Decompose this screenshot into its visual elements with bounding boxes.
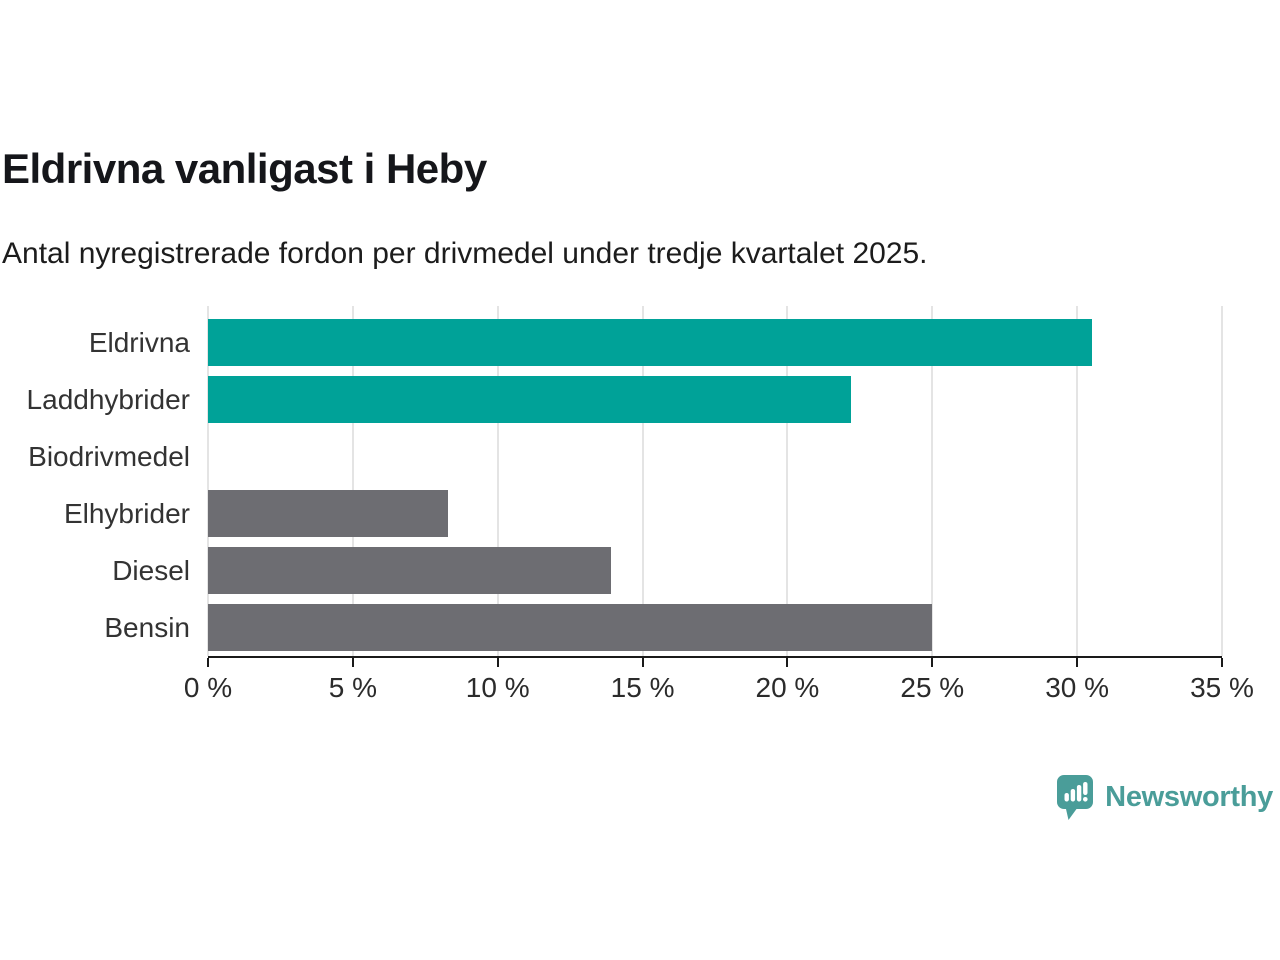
bar-track [208, 547, 1222, 594]
gridline [786, 306, 789, 656]
gridline [1076, 306, 1079, 656]
bar [208, 376, 852, 423]
category-label: Elhybrider [63, 497, 190, 529]
category-row: Diesel [0, 542, 1222, 599]
x-tick-label: 20 % [755, 672, 820, 703]
bar-track [208, 376, 1222, 423]
gridline [641, 306, 644, 656]
category-row: Biodrivmedel [0, 428, 1222, 485]
x-tick-mark [641, 658, 644, 667]
bar-track [208, 319, 1222, 366]
x-tick-mark [207, 658, 209, 667]
newsworthy-logo: Newsworthy [1056, 774, 1273, 821]
bar [208, 604, 933, 651]
x-tick-mark [786, 658, 789, 667]
category-row: Eldrivna [0, 314, 1222, 371]
x-tick-label: 25 % [900, 672, 965, 703]
bar [208, 319, 1092, 366]
bar-rows: Eldrivna Laddhybrider Biodrivmedel Elhybrid… [0, 314, 1222, 656]
x-tick-label: 0 % [183, 672, 233, 703]
category-label: Eldrivna [88, 326, 190, 358]
category-label: Diesel [112, 554, 190, 586]
category-label: Biodrivmedel [28, 440, 190, 472]
x-tick-mark [1076, 658, 1079, 667]
bar [208, 547, 611, 594]
x-tick-mark [351, 658, 354, 667]
x-tick-label: 5 % [328, 672, 377, 703]
bar [208, 490, 449, 537]
gridline [1221, 306, 1223, 656]
x-tick-label: 30 % [1045, 672, 1110, 703]
chart-subtitle: Antal nyregistrerade fordon per drivmede… [2, 237, 928, 270]
gridline [351, 306, 354, 656]
plot-area [207, 306, 1223, 656]
category-row: Bensin [0, 599, 1222, 656]
gridline [931, 306, 934, 656]
x-tick-label: 35 % [1190, 672, 1254, 703]
category-label: Bensin [104, 611, 190, 643]
chart-title: Eldrivna vanligast i Heby [2, 145, 487, 192]
x-tick-label: 10 % [465, 672, 530, 703]
x-axis-line [208, 656, 1222, 658]
category-row: Elhybrider [0, 485, 1222, 542]
x-tick-label: 15 % [610, 672, 675, 703]
gridline [496, 306, 499, 656]
bar-track [208, 604, 1222, 651]
x-axis: 0 % 5 % 10 % 15 % 20 % 25 % 30 % 35 % [184, 658, 1254, 728]
x-tick-mark [496, 658, 499, 667]
newsworthy-logo-text: Newsworthy [1105, 781, 1273, 813]
gridline [207, 306, 209, 656]
category-label: Laddhybrider [26, 383, 190, 415]
bar-chart: Eldrivna Laddhybrider Biodrivmedel Elhybrid… [0, 306, 1254, 703]
bar-track [208, 433, 1222, 480]
x-tick-mark [931, 658, 934, 667]
x-tick-mark [1221, 658, 1223, 667]
category-row: Laddhybrider [0, 371, 1222, 428]
newsworthy-chart-bubble-icon [1057, 775, 1094, 820]
bar-track [208, 490, 1222, 537]
